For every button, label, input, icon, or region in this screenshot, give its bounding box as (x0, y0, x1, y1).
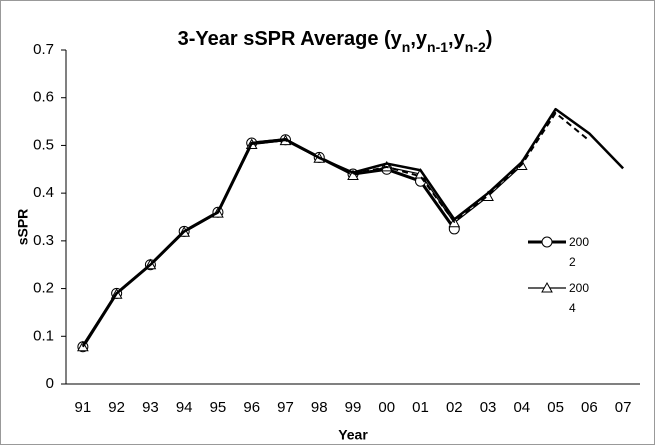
x-tick-label: 99 (345, 399, 362, 416)
title-part: ) (486, 28, 493, 50)
x-tick-label: 98 (311, 399, 328, 416)
legend-label: 2002 (569, 235, 590, 269)
legend-label-box: 2004 (569, 281, 590, 315)
title-part: n-2 (465, 39, 486, 55)
y-tick-label: 0.7 (33, 41, 54, 58)
title-part: ,y (410, 28, 428, 50)
title-part: 3-Year sSPR Average (y (178, 28, 403, 50)
x-tick-label: 93 (142, 399, 159, 416)
x-tick-label: 04 (513, 399, 530, 416)
legend-label: 2004 (569, 281, 590, 315)
title-part: n-1 (427, 39, 448, 55)
y-tick-label: 0.5 (33, 136, 54, 153)
x-tick-label: 92 (108, 399, 125, 416)
y-tick-label: 0.6 (33, 89, 54, 106)
y-tick-label: 0.2 (33, 280, 54, 297)
marker (347, 169, 359, 180)
x-tick-label: 96 (243, 399, 260, 416)
x-tick-label: 07 (615, 399, 632, 416)
y-tick-label: 0 (46, 375, 54, 392)
x-tick-label: 95 (210, 399, 227, 416)
legend-label-box: 2002 (569, 235, 590, 269)
marker (541, 236, 553, 248)
y-tick-label: 0.4 (33, 184, 54, 201)
x-tick-label: 91 (75, 399, 92, 416)
x-tick-label: 01 (412, 399, 429, 416)
y-tick-label: 0.1 (33, 327, 54, 344)
x-tick-label: 00 (378, 399, 395, 416)
x-tick-label: 05 (547, 399, 564, 416)
series-line (81, 107, 625, 347)
y-axis-title: sSPR (15, 209, 31, 246)
marker (541, 281, 553, 293)
x-tick-label: 02 (446, 399, 463, 416)
chart-title: 3-Year sSPR Average (yn,yn-1,yn-2) (178, 28, 493, 54)
x-tick-label: 06 (581, 399, 598, 416)
x-tick-label: 03 (480, 399, 497, 416)
y-tick-label: 0.3 (33, 232, 54, 249)
title-part: n (402, 39, 411, 55)
title-part: ,y (448, 28, 466, 50)
x-tick-label: 97 (277, 399, 294, 416)
x-axis-title: Year (338, 427, 368, 443)
x-tick-label: 94 (176, 399, 193, 416)
